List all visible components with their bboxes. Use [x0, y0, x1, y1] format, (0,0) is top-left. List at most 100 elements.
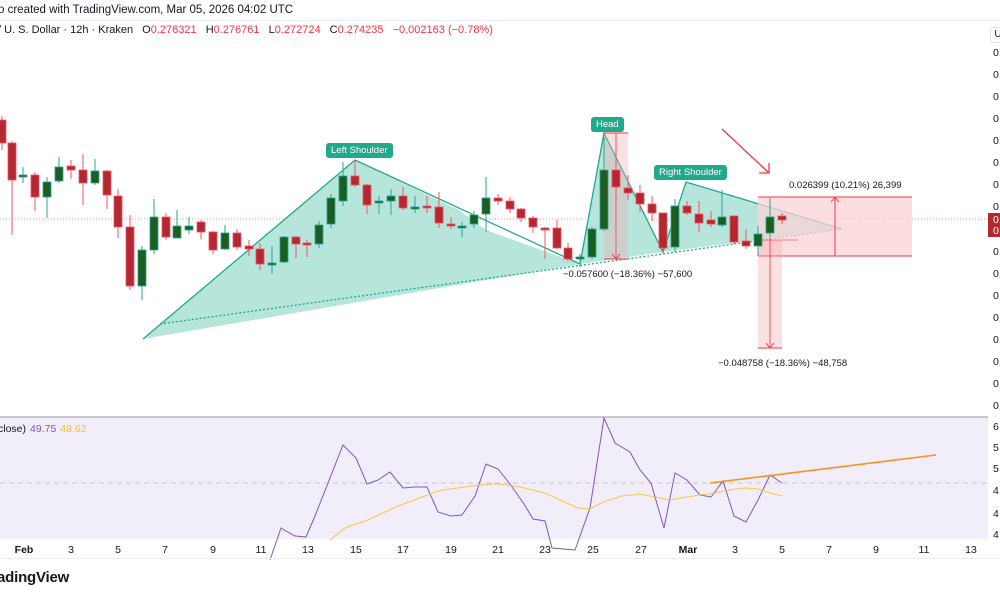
symbol-title[interactable]: / U. S. Dollar · 12h · Kraken: [0, 24, 134, 36]
rsi-series[interactable]: [269, 416, 937, 561]
candle[interactable]: [374, 196, 384, 214]
candle[interactable]: [208, 231, 218, 254]
candle[interactable]: [717, 190, 727, 227]
candle[interactable]: [196, 220, 206, 239]
candle[interactable]: [505, 197, 515, 213]
rsi-divergence-line[interactable]: [709, 454, 937, 484]
candle[interactable]: [302, 240, 312, 257]
candle[interactable]: [587, 227, 597, 259]
candle[interactable]: [599, 137, 609, 231]
open-label: O: [142, 24, 151, 36]
candle[interactable]: [30, 172, 40, 211]
time-tick: 11: [918, 544, 930, 556]
time-tick: 13: [965, 544, 977, 556]
candle[interactable]: [338, 162, 348, 206]
candle[interactable]: [255, 243, 265, 270]
time-tick: 25: [587, 544, 599, 556]
candle[interactable]: [350, 160, 360, 187]
candle[interactable]: [457, 222, 467, 237]
candle[interactable]: [232, 229, 242, 250]
candle[interactable]: [682, 201, 692, 215]
candle[interactable]: [291, 236, 301, 258]
candle[interactable]: [647, 196, 657, 221]
candle[interactable]: [528, 216, 538, 233]
tradingview-logo[interactable]: adingView: [0, 569, 70, 586]
candle[interactable]: [125, 215, 135, 290]
candle[interactable]: [0, 116, 7, 150]
time-tick: 11: [255, 544, 267, 556]
left-shoulder-label[interactable]: Left Shoulder: [326, 143, 393, 158]
candle[interactable]: [777, 213, 787, 224]
candle[interactable]: [137, 246, 147, 300]
candle[interactable]: [386, 189, 396, 215]
time-tick: Mar: [678, 544, 698, 556]
candle[interactable]: [410, 196, 420, 213]
candle[interactable]: [66, 160, 76, 179]
low-value: 0.272724: [274, 24, 321, 36]
time-tick: 9: [210, 544, 216, 556]
candle[interactable]: [244, 240, 254, 256]
time-axis[interactable]: Feb 3 5 7 9 11 13 15 17 19 21 23 25 27 Mar 3 5 7 9 11 13: [0, 540, 1000, 559]
low-label: L: [268, 24, 275, 36]
candle[interactable]: [78, 154, 88, 205]
neckline[interactable]: [159, 228, 843, 325]
candle[interactable]: [623, 175, 633, 200]
candle[interactable]: [54, 157, 64, 183]
head-label[interactable]: Head: [591, 117, 624, 132]
candle[interactable]: [267, 246, 277, 274]
candle[interactable]: [552, 220, 562, 249]
candle[interactable]: [516, 208, 526, 222]
candle[interactable]: [42, 177, 52, 218]
candle[interactable]: [469, 211, 479, 228]
price-tick: 0.: [993, 179, 1000, 191]
candle[interactable]: [102, 170, 112, 209]
price-tick: 0.: [993, 290, 1000, 302]
candle[interactable]: [729, 215, 739, 244]
candle[interactable]: [398, 187, 408, 210]
candle[interactable]: [694, 201, 704, 232]
candle[interactable]: [611, 167, 621, 254]
candle[interactable]: [326, 194, 336, 228]
candle[interactable]: [658, 212, 668, 254]
candle[interactable]: [481, 177, 491, 232]
time-tick: 15: [350, 544, 362, 556]
symbol-legend: / U. S. Dollar · 12h · Kraken O0.276321 …: [0, 24, 493, 36]
candle[interactable]: [113, 189, 123, 238]
candle[interactable]: [753, 226, 763, 256]
high-label: H: [205, 24, 214, 36]
candle[interactable]: [279, 236, 289, 263]
target-measure-label: −0.048758 (−18.36%) −48,758: [718, 358, 848, 369]
candle[interactable]: [90, 159, 100, 185]
candle[interactable]: [765, 198, 775, 237]
candle[interactable]: [362, 184, 372, 214]
candle[interactable]: [7, 141, 17, 235]
close-label: C: [329, 24, 338, 36]
candle[interactable]: [184, 217, 194, 234]
candle[interactable]: [493, 194, 503, 205]
rsi-tick: 4: [993, 529, 999, 541]
candlestick-series[interactable]: [0, 116, 787, 300]
candle[interactable]: [161, 213, 171, 240]
arrow-annotation[interactable]: [721, 128, 770, 174]
candle[interactable]: [670, 199, 680, 252]
current-price-text: 0: [993, 225, 999, 237]
price-range-box[interactable]: [758, 196, 912, 257]
price-scale-currency-button[interactable]: U: [990, 27, 1000, 43]
candle[interactable]: [172, 210, 182, 239]
candle[interactable]: [220, 225, 230, 250]
candle[interactable]: [314, 221, 324, 248]
candle[interactable]: [741, 229, 751, 249]
candle[interactable]: [446, 217, 456, 229]
candle[interactable]: [540, 227, 550, 259]
candle[interactable]: [18, 167, 28, 183]
candle[interactable]: [434, 192, 444, 228]
rsi-legend[interactable]: close) 49.75 48.62: [0, 423, 87, 435]
candle[interactable]: [706, 211, 716, 227]
right-shoulder-label[interactable]: Right Shoulder: [654, 165, 727, 180]
candle[interactable]: [563, 243, 573, 261]
candle[interactable]: [422, 196, 432, 213]
candle[interactable]: [149, 199, 159, 254]
candle[interactable]: [575, 254, 585, 267]
candle[interactable]: [635, 185, 645, 212]
